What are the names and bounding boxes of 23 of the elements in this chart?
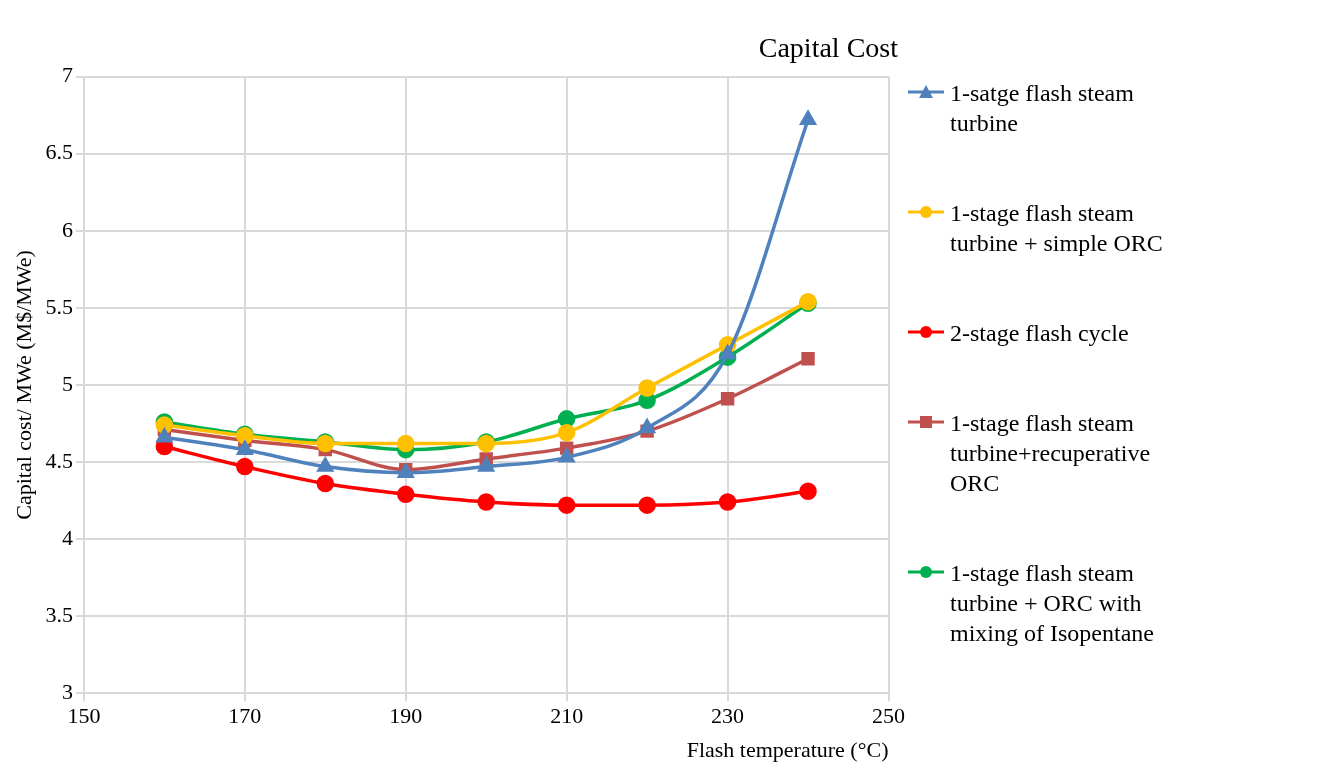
- x-tick-label: 250: [872, 703, 905, 729]
- y-axis-title: Capital cost/ MWe (M$/MWe): [10, 250, 36, 520]
- x-tick-label: 230: [711, 703, 745, 729]
- legend-label: 1-satge flash steam turbine: [950, 79, 1135, 138]
- y-tick-label: 4: [61, 524, 73, 550]
- legend-label: 2-stage flash cycle: [950, 319, 1129, 348]
- x-axis-title: Flash temperature (°C): [686, 736, 889, 762]
- x-tick-label: 210: [550, 703, 584, 729]
- legend-label: 1-stage flash steam turbine + simple ORC: [950, 199, 1164, 258]
- legend-label: 1-stage flash steam turbine+recuperative ORC: [950, 409, 1152, 498]
- y-tick-label: 5: [61, 370, 73, 396]
- y-tick-label: 3: [61, 678, 73, 704]
- x-tick-label: 170: [228, 703, 262, 729]
- chart-title: Capital Cost: [758, 32, 899, 64]
- x-tick-label: 150: [67, 703, 101, 729]
- y-tick-label: 3.5: [45, 601, 73, 627]
- y-tick-label: 5.5: [45, 293, 73, 319]
- x-tick-label: 190: [389, 703, 423, 729]
- y-tick-label: 6.5: [45, 139, 73, 165]
- y-tick-label: 6: [61, 216, 73, 242]
- y-tick-label: 4.5: [45, 447, 73, 473]
- y-tick-label: 7: [61, 62, 73, 88]
- legend-label: 1-stage flash steam turbine + ORC with mixing of Isopentane: [950, 559, 1155, 648]
